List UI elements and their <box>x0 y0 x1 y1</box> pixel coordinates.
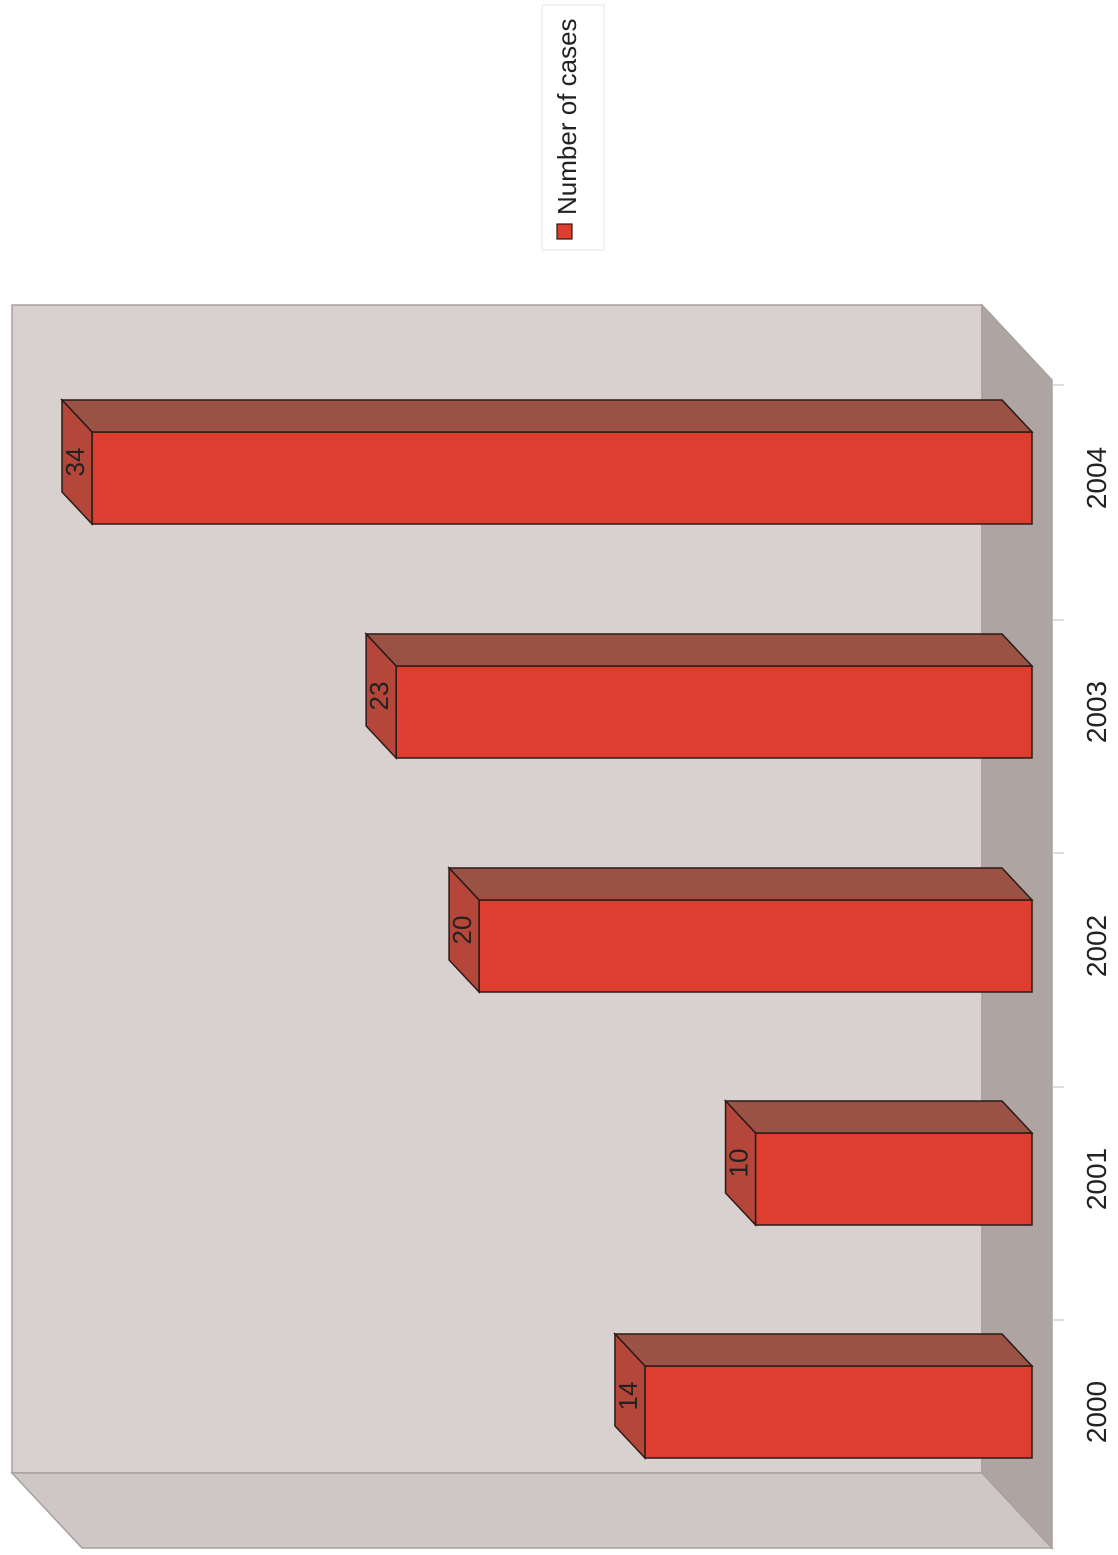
bar-cap-2003 <box>365 632 397 760</box>
category-label-2000: 2000 <box>1081 1381 1112 1443</box>
data-label-2001: 10 <box>724 1149 754 1178</box>
data-label-2004: 34 <box>60 448 90 477</box>
data-label-2000: 14 <box>613 1382 643 1411</box>
bar-cap-2000 <box>614 1332 646 1460</box>
bar-cap-2004 <box>61 398 93 526</box>
bar-front-2000 <box>644 1365 1033 1459</box>
data-label-2002: 20 <box>447 916 477 945</box>
bar-cap-2001 <box>724 1099 757 1227</box>
legend: Number of cases <box>541 4 605 251</box>
labels: 14 2000 10 2001 20 2002 23 2003 34 2004 <box>60 447 1112 1443</box>
bar-front-2003 <box>395 665 1033 759</box>
data-label-2003: 23 <box>364 682 394 711</box>
legend-box <box>541 4 605 251</box>
legend-swatch <box>556 223 573 240</box>
bar-front-2004 <box>91 431 1033 525</box>
category-label-2003: 2003 <box>1081 681 1112 743</box>
bar-top-2001 <box>723 1100 1034 1134</box>
bar-front-2001 <box>754 1132 1033 1226</box>
bars <box>60 398 1034 1460</box>
bar-top-2000 <box>613 1333 1034 1367</box>
bar-top-2003 <box>364 633 1034 667</box>
category-label-2001: 2001 <box>1081 1148 1112 1210</box>
plot-side-wall <box>10 1472 1054 1549</box>
category-label-2004: 2004 <box>1081 447 1112 509</box>
bar-front-2002 <box>478 899 1033 993</box>
bar-cap-2002 <box>448 866 480 994</box>
legend-label: Number of cases <box>552 18 582 215</box>
category-label-2002: 2002 <box>1081 915 1112 977</box>
bar-top-2004 <box>60 399 1034 433</box>
bar-top-2002 <box>447 867 1034 901</box>
